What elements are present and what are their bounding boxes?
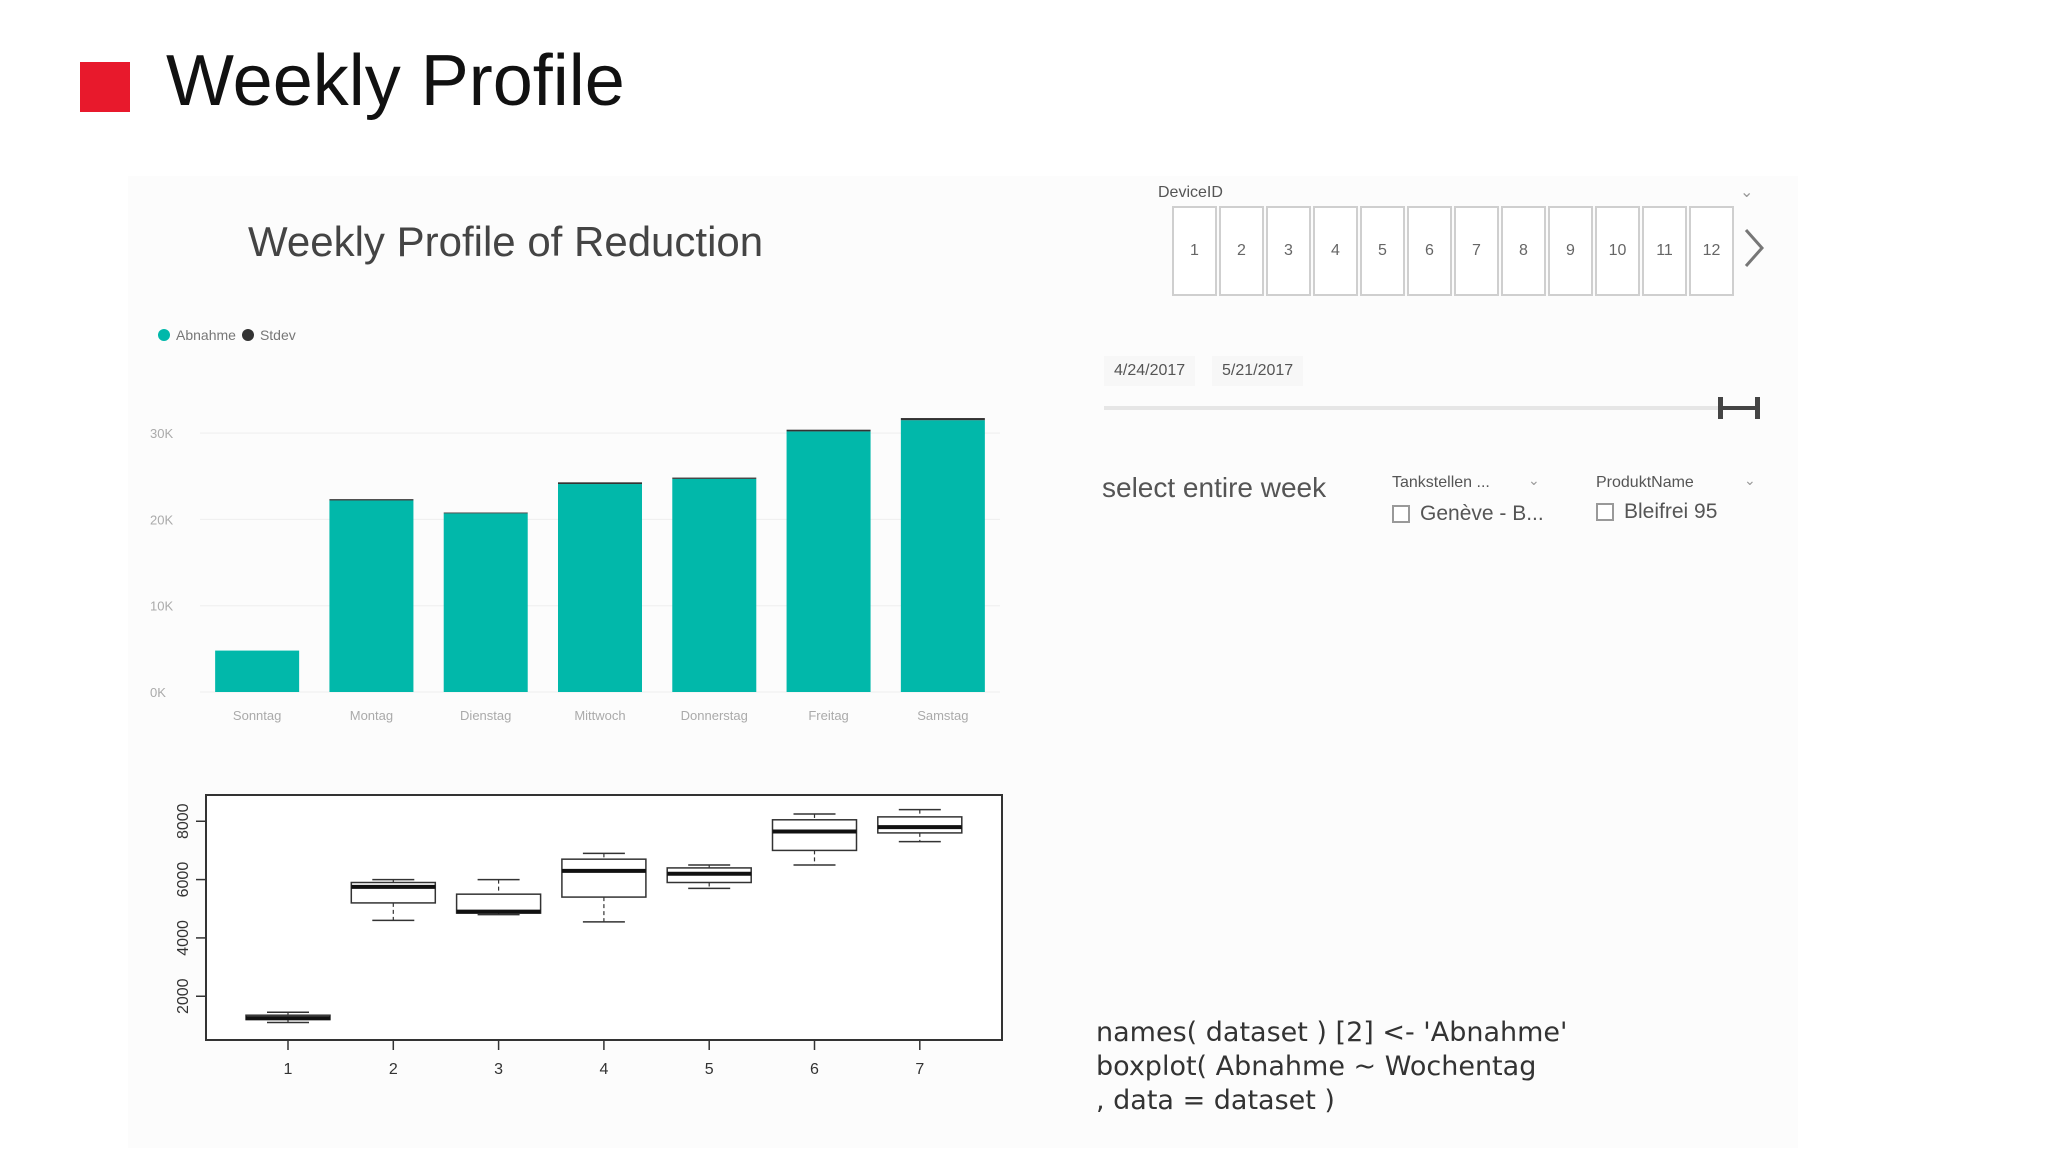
x-tick-label: Mittwoch xyxy=(574,708,625,723)
bar-chart-title: Weekly Profile of Reduction xyxy=(248,218,764,265)
select-entire-week-button[interactable]: select entire week xyxy=(1102,472,1327,503)
stdev-cap-freitag xyxy=(786,429,871,432)
x-tick-label: Dienstag xyxy=(460,708,511,723)
chevron-down-icon[interactable]: ⌄ xyxy=(1744,472,1756,488)
device-tile-7[interactable]: 7 xyxy=(1454,206,1499,296)
box-7 xyxy=(877,816,963,834)
bar-donnerstag xyxy=(672,478,757,692)
box-4 xyxy=(561,858,647,898)
legend-marker-stdev xyxy=(241,329,254,341)
device-tile-10[interactable]: 10 xyxy=(1595,206,1640,296)
chevron-down-icon[interactable]: ⌄ xyxy=(1528,472,1540,488)
y-tick-label: 20K xyxy=(150,512,173,527)
x-tick-label: 3 xyxy=(494,1061,503,1078)
y-tick-label: 8000 xyxy=(175,803,192,839)
x-tick-label: Sonntag xyxy=(233,708,281,723)
bar-sonntag xyxy=(215,650,300,692)
date-slider-handle[interactable] xyxy=(1716,397,1762,419)
device-tile-6[interactable]: 6 xyxy=(1407,206,1452,296)
device-tile-5[interactable]: 5 xyxy=(1360,206,1405,296)
device-tile-11[interactable]: 11 xyxy=(1642,206,1687,296)
bar-chart-legend: Abnahme Stdev xyxy=(158,327,296,343)
checkbox-icon[interactable] xyxy=(1392,505,1410,523)
device-tile-8[interactable]: 8 xyxy=(1501,206,1546,296)
stdev-cap-montag xyxy=(329,499,414,501)
device-tile-12[interactable]: 12 xyxy=(1689,206,1734,296)
bar-samstag xyxy=(900,420,985,692)
y-tick-label: 30K xyxy=(150,426,173,441)
boxplot-chart: 2000 4000 6000 8000 1 2 3 4 5 6 7 xyxy=(175,794,1003,1078)
x-tick-label: Freitag xyxy=(808,708,848,723)
code-line: , data = dataset ) xyxy=(1096,1085,1335,1116)
bar-mittwoch xyxy=(558,484,642,692)
chevron-down-icon[interactable]: ⌄ xyxy=(1740,184,1754,201)
slide-accent-square xyxy=(80,62,130,112)
x-tick-label: Montag xyxy=(350,708,393,723)
code-line: names( dataset ) [2] <- 'Abnahme' xyxy=(1096,1017,1568,1048)
tankstellen-option-label: Genève - B... xyxy=(1420,502,1544,525)
bar-montag xyxy=(329,500,414,692)
chevron-right-icon[interactable] xyxy=(1742,226,1766,270)
code-line: boxplot( Abnahme ~ Wochentag xyxy=(1096,1051,1537,1082)
stdev-cap-donnerstag xyxy=(672,477,757,479)
device-slicer-label: DeviceID xyxy=(1158,184,1223,201)
r-script-code: names( dataset ) [2] <- 'Abnahme' boxplot… xyxy=(1096,1016,1567,1118)
device-tile-3[interactable]: 3 xyxy=(1266,206,1311,296)
bar-chart: 0K 10K 20K 30K Sonntag Montag Dienstag Mittwoch… xyxy=(150,418,1000,723)
y-tick-label: 4000 xyxy=(175,920,192,956)
x-tick-label: 5 xyxy=(705,1061,714,1078)
slide-title: Weekly Profile xyxy=(166,41,625,121)
legend-label-abnahme: Abnahme xyxy=(176,327,236,343)
bar-freitag xyxy=(786,431,871,692)
x-tick-label: Samstag xyxy=(917,708,968,723)
x-tick-label: 6 xyxy=(810,1061,819,1078)
x-tick-label: 1 xyxy=(284,1061,293,1078)
x-tick-label: 2 xyxy=(389,1061,398,1078)
y-tick-label: 0K xyxy=(150,685,166,700)
x-tick-label: 7 xyxy=(915,1061,924,1078)
x-tick-label: 4 xyxy=(599,1061,608,1078)
device-tile-2[interactable]: 2 xyxy=(1219,206,1264,296)
stdev-cap-samstag xyxy=(900,418,985,421)
legend-marker-abnahme xyxy=(158,329,170,341)
date-start-input[interactable]: 4/24/2017 xyxy=(1104,356,1196,386)
device-tile-9[interactable]: 9 xyxy=(1548,206,1593,296)
bar-dienstag xyxy=(443,513,528,692)
legend-label-stdev: Stdev xyxy=(259,327,296,343)
device-slicer-tiles: 1 2 3 4 5 6 7 8 9 10 11 12 xyxy=(1172,206,1736,296)
stdev-cap-mittwoch xyxy=(558,482,642,485)
produktname-option[interactable]: Bleifrei 95 xyxy=(1596,500,1717,524)
date-slider-track[interactable] xyxy=(1104,406,1760,410)
device-tile-4[interactable]: 4 xyxy=(1313,206,1358,296)
y-tick-label: 2000 xyxy=(175,978,192,1014)
tankstellen-slicer-label: Tankstellen ... xyxy=(1392,474,1490,491)
device-tile-1[interactable]: 1 xyxy=(1172,206,1217,296)
checkbox-icon[interactable] xyxy=(1596,503,1614,521)
y-tick-label: 10K xyxy=(150,599,173,614)
produktname-slicer-label: ProduktName xyxy=(1596,474,1694,491)
y-tick-label: 6000 xyxy=(175,862,192,898)
stdev-cap-dienstag xyxy=(443,512,528,514)
x-tick-label: Donnerstag xyxy=(681,708,748,723)
produktname-option-label: Bleifrei 95 xyxy=(1624,500,1718,523)
box-6 xyxy=(771,819,858,852)
tankstellen-option[interactable]: Genève - B... xyxy=(1392,502,1544,526)
date-end-input[interactable]: 5/21/2017 xyxy=(1212,356,1304,386)
